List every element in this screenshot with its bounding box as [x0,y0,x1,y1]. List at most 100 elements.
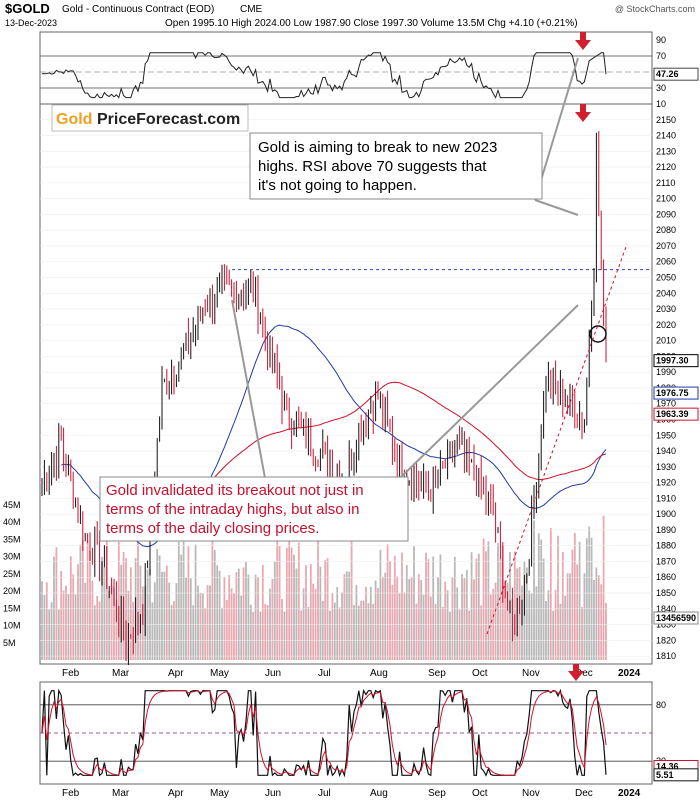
volume-bar [139,565,142,660]
rsi-tick-label: 90 [656,35,666,45]
volume-bar [53,556,55,660]
volume-bar [192,605,195,660]
volume-bar [204,607,207,660]
price-tick-label: 2060 [656,257,676,267]
volume-bar [578,541,581,660]
volume-bar [247,574,250,660]
ma200-label: 1963.39 [656,409,689,419]
volume-bar [319,566,322,660]
volume-bar [163,571,166,660]
price-tick-label: 2120 [656,162,676,172]
volume-bar [415,603,418,660]
volume-bar [309,564,312,660]
price-tick-label: 1990 [656,367,676,377]
volume-bar [218,570,221,660]
volume-bar [240,595,243,660]
volume-bar [245,561,247,660]
volume-bar [333,602,336,660]
volume-bar [302,588,305,660]
rsi-panel [39,31,653,105]
annotation-bottom-line1: Gold invalidated its breakout not just i… [106,482,364,499]
volume-bar [441,606,444,660]
volume-bar [69,556,72,660]
volume-bar [437,577,439,660]
volume-last-label-box [653,611,699,625]
volume-bar [444,581,447,660]
volume-bar [417,574,420,660]
volume-bar [348,571,351,660]
volume-bar [405,565,408,660]
ma200-line [185,381,607,509]
chart-name: Gold - Continuous Contract (EOD) [62,4,214,15]
volume-bar [537,533,540,660]
price-tick-label: 1840 [656,604,676,614]
volume-bar [194,544,197,660]
volume-bar [189,578,192,660]
volume-tick-label: 35M [3,534,21,544]
volume-bar [43,594,46,660]
volume-bar [449,611,451,660]
volume-bar [293,554,295,660]
axis-labels: 2150 2140 2130 2120 2110 2100 2090 2080 2070 2060… [3,35,699,799]
volume-bar [564,595,567,660]
x-label-stoch: May [210,788,229,799]
volume-bar [108,590,111,660]
volume-bar [528,590,531,660]
x-label-price: Apr [168,668,184,679]
volume-bar [129,567,132,660]
price-tick-label: 2150 [656,115,676,125]
arrow-down-icon-price [575,104,591,122]
volume-bar [377,588,379,660]
volume-bar [504,580,507,660]
price-tick-label: 2100 [656,194,676,204]
volume-bar [209,585,211,660]
volume-bar [489,594,492,660]
last-close-label: 1997.30 [656,356,689,366]
volume-bar [497,543,499,660]
stochastic-group [40,688,652,778]
arrow-down-icon-rsi [575,32,591,50]
volume-bar [57,609,60,660]
volume-bar [235,572,238,660]
rsi-line-group [40,52,652,99]
price-tick-label: 1860 [656,572,676,582]
volume-bar [413,546,415,660]
volume-bar [103,567,106,660]
volume-bar [41,581,43,660]
price-tick-label: 2110 [656,178,675,188]
volume-bar [89,550,91,660]
x-label-price: Nov [522,668,540,679]
volume-bar [177,541,180,660]
volume-bar [542,558,545,660]
volume-bar [401,552,403,660]
volume-bar [137,538,139,660]
price-tick-label: 2050 [656,273,676,283]
volume-bar [494,582,497,660]
volume-tick-label: 45M [3,500,21,510]
volume-bar [386,544,389,660]
stoch-d-line [41,690,607,776]
x-label-stoch: Sep [428,788,446,799]
x-label-price: Mar [112,668,130,679]
stoch-d-label: 14.36 [656,762,679,772]
annotation-bottom-line2: terms of the intraday highs, but also in [106,501,359,518]
volume-bar [590,537,593,660]
volume-bar [312,583,315,660]
volume-bar [439,554,442,660]
volume-bar [79,544,82,660]
volume-bar [381,576,384,660]
chart-ohlc: Open 1995.10 High 2024.00 Low 1987.90 Cl… [165,18,578,29]
stoch-k-label: 5.51 [656,770,674,780]
callout-line-top-2 [534,199,579,216]
x-label-price: Jul [318,668,331,679]
ma200-label-box [653,407,699,421]
volume-bar [475,558,478,660]
volume-bar [65,585,67,660]
volume-bar [585,538,588,660]
volume-bar [597,575,600,660]
volume-bar [151,602,154,660]
volume-bar [156,549,159,660]
volume-bar [105,538,108,660]
volume-bar [283,611,286,660]
volume-bar [48,609,51,660]
